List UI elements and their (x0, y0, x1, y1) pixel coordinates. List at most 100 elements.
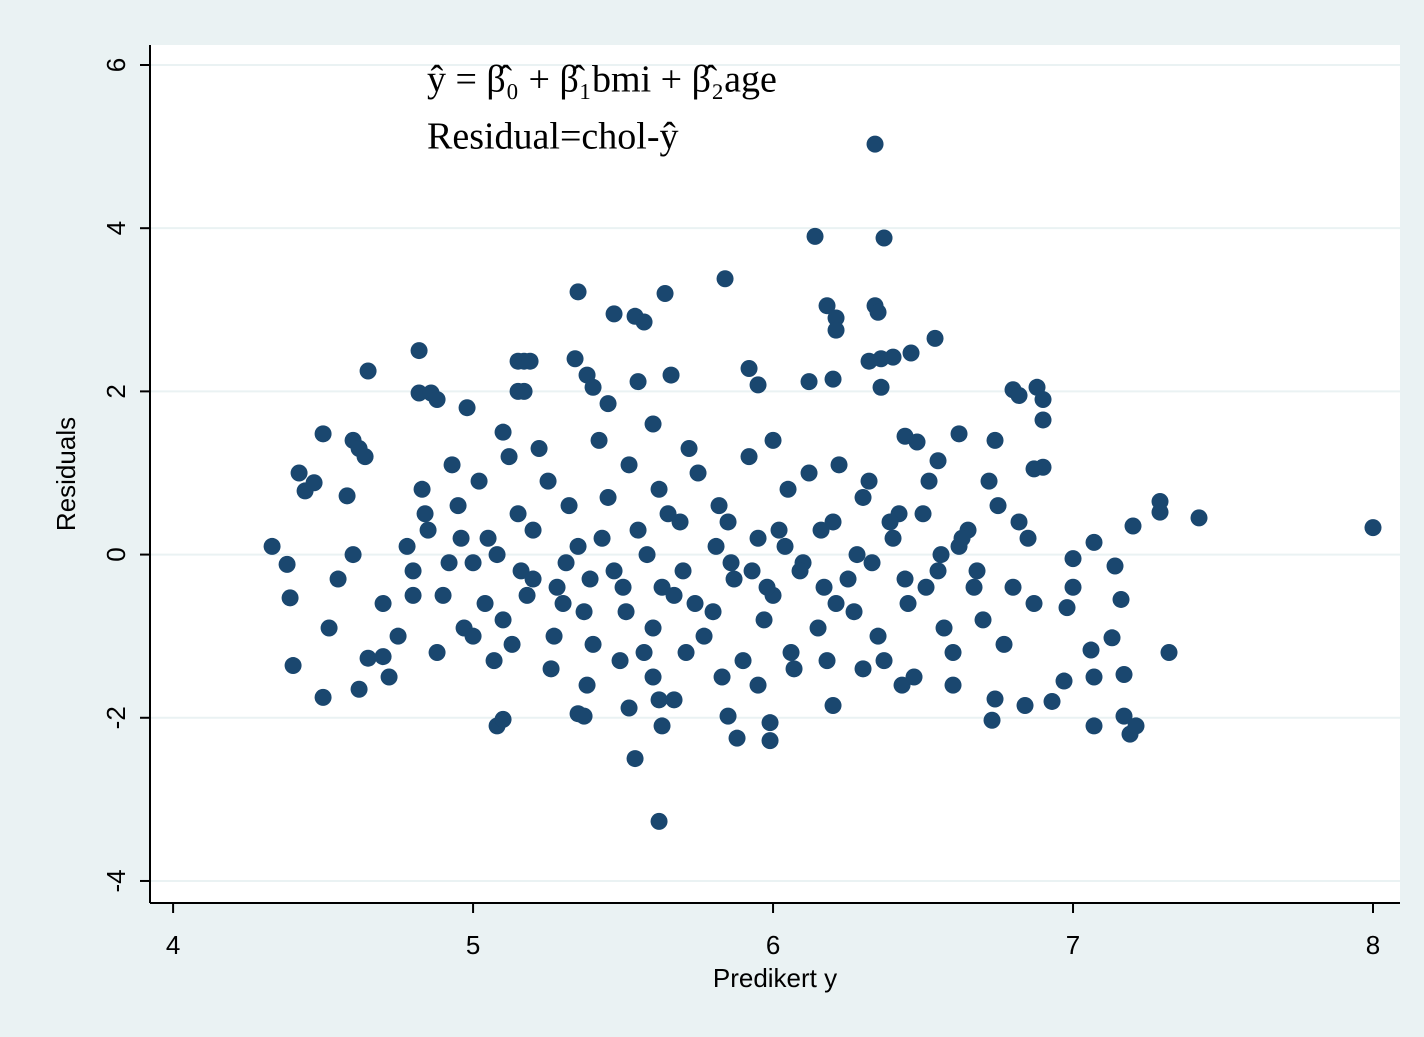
point (629, 373, 647, 391)
point (329, 570, 347, 588)
point (848, 546, 866, 564)
point (761, 714, 779, 732)
point (1034, 411, 1052, 429)
point (539, 472, 557, 490)
point (488, 546, 506, 564)
point (986, 431, 1004, 449)
point (581, 570, 599, 588)
point (665, 691, 683, 709)
point (854, 488, 872, 506)
point (905, 668, 923, 686)
point (827, 595, 845, 613)
point (479, 529, 497, 547)
point (932, 546, 950, 564)
point (716, 270, 734, 288)
point (644, 668, 662, 686)
point (662, 366, 680, 384)
point (1043, 692, 1061, 710)
point (944, 643, 962, 661)
point (761, 732, 779, 750)
point (935, 619, 953, 637)
point (827, 321, 845, 339)
point (389, 627, 407, 645)
point (629, 521, 647, 539)
annotation: Residual=chol-ŷ (427, 116, 679, 158)
point (1025, 460, 1043, 478)
annotation: ŷ = β̂₀ + β̂₁bmi + β̂₂age (427, 59, 777, 101)
point (1034, 391, 1052, 409)
point (464, 627, 482, 645)
point (914, 505, 932, 523)
point (674, 562, 692, 580)
point (542, 660, 560, 678)
point (722, 554, 740, 572)
point (554, 595, 572, 613)
point (818, 652, 836, 670)
point (719, 707, 737, 725)
point (494, 611, 512, 629)
point (338, 487, 356, 505)
x-tick-label: 5 (466, 930, 480, 960)
point (650, 480, 668, 498)
point (953, 529, 971, 547)
point (908, 433, 926, 451)
point (950, 425, 968, 443)
point (404, 586, 422, 604)
point (404, 562, 422, 580)
point (824, 513, 842, 531)
point (812, 521, 830, 539)
point (524, 570, 542, 588)
point (1010, 386, 1028, 404)
point (1124, 517, 1142, 535)
point (410, 384, 428, 402)
point (314, 688, 332, 706)
point (974, 611, 992, 629)
x-tick-label: 7 (1066, 930, 1080, 960)
point (749, 376, 767, 394)
point (824, 370, 842, 388)
point (986, 690, 1004, 708)
y-tick-label: 0 (101, 547, 131, 561)
point (656, 284, 674, 302)
point (635, 313, 653, 331)
point (749, 529, 767, 547)
point (827, 309, 845, 327)
point (566, 350, 584, 368)
point (611, 652, 629, 670)
point (380, 668, 398, 686)
ticks: -4 -2 0 2 4 6 4 5 6 7 8 (101, 58, 1380, 960)
y-axis-label: Residuals (51, 417, 81, 531)
point (644, 619, 662, 637)
point (917, 578, 935, 596)
point (860, 472, 878, 490)
point (440, 554, 458, 572)
y-tick-label: 6 (101, 58, 131, 72)
point (776, 537, 794, 555)
point (545, 627, 563, 645)
point (815, 578, 833, 596)
point (929, 562, 947, 580)
point (521, 352, 539, 370)
point (875, 229, 893, 247)
point (320, 619, 338, 637)
point (419, 521, 437, 539)
point (758, 578, 776, 596)
point (1106, 557, 1124, 575)
point (428, 643, 446, 661)
point (830, 456, 848, 474)
point (689, 464, 707, 482)
point (470, 472, 488, 490)
point (1058, 599, 1076, 617)
point (374, 648, 392, 666)
point (413, 480, 431, 498)
point (449, 497, 467, 515)
point (710, 497, 728, 515)
point (644, 415, 662, 433)
point (785, 660, 803, 678)
point (500, 448, 518, 466)
point (686, 595, 704, 613)
point (593, 529, 611, 547)
point (653, 578, 671, 596)
